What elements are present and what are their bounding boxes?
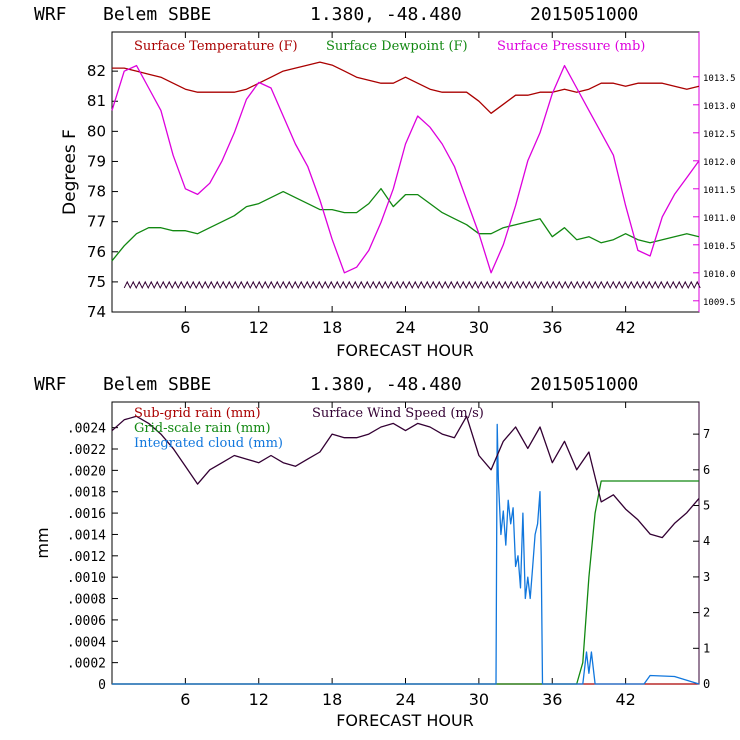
bottom-series: [111, 415, 700, 685]
coords-label: 1.380, -48.480: [310, 4, 462, 25]
y-tick-label: .0010: [67, 571, 106, 586]
y2-tick-label: 2: [703, 606, 710, 620]
y2-tick-label: 1013.0: [703, 102, 736, 112]
y-tick-label: 78: [87, 183, 106, 201]
x-tick-label: 6: [180, 318, 190, 337]
y2-tick-label: 3: [703, 570, 710, 584]
series-line-surface-wind-speed-m-s: [111, 415, 700, 539]
y2-tick-label: 1012.5: [703, 130, 736, 140]
top-plot-frame: [111, 31, 700, 313]
top-legend: Surface Temperature (F) Surface Dewpoint…: [134, 39, 645, 54]
coords-label-2: 1.380, -48.480: [310, 374, 462, 395]
y2-tick-label: 1009.5: [703, 298, 736, 308]
top-panel-header: WRF Belem SBBE 1.380, -48.480 2015051000: [34, 4, 638, 25]
y-tick-label: 77: [87, 213, 106, 231]
bottom-y2-ticks: 0 1 2 3 4 5 6 7: [693, 427, 710, 691]
bottom-x-ticks: 6 12 18 24 30 36 42: [180, 402, 636, 709]
legend-pressure: Surface Pressure (mb): [497, 39, 645, 54]
bottom-y-ticks: 0 .0002 .0004 .0006 .0008 .0010 .0012 .0014 .001…: [67, 422, 118, 693]
series-line-surface-dewpoint-f: [111, 187, 700, 262]
legend-dewpoint: Surface Dewpoint (F): [326, 39, 468, 54]
y-tick-label: .0020: [67, 464, 106, 479]
legend-cloud: Integrated cloud (mm): [134, 436, 283, 451]
y2-tick-label: 0: [703, 677, 710, 691]
x-tick-label: 30: [469, 690, 489, 709]
y-tick-label: .0004: [67, 635, 106, 650]
x-tick-label: 24: [395, 318, 415, 337]
x-tick-label: 12: [249, 318, 269, 337]
y2-tick-label: 7: [703, 427, 710, 441]
y-tick-label: 76: [87, 243, 106, 261]
x-tick-label: 6: [180, 690, 190, 709]
wind-barbs-line: [123, 280, 701, 290]
legend-subgrid-rain: Sub-grid rain (mm): [134, 406, 261, 421]
y-tick-label: .0002: [67, 657, 106, 672]
y2-tick-label: 4: [703, 534, 710, 548]
y2-tick-label: 1010.0: [703, 270, 736, 280]
legend-grid-rain: Grid-scale rain (mm): [134, 421, 271, 436]
model-label: WRF: [34, 4, 67, 25]
x-tick-label: 18: [322, 690, 342, 709]
y2-tick-label: 1010.5: [703, 242, 736, 252]
top-x-ticks: 6 12 18 24 30 36 42: [180, 32, 636, 337]
y-tick-label: .0018: [67, 486, 106, 501]
bottom-y-axis-label: mm: [33, 527, 52, 558]
y-tick-label: .0012: [67, 550, 106, 565]
bottom-panel: 6 12 18 24 30 36 42 0.0002.0004.0006.0008.0010…: [33, 401, 710, 730]
x-tick-label: 36: [542, 318, 562, 337]
bottom-legend: Sub-grid rain (mm) Grid-scale rain (mm) …: [134, 406, 484, 451]
station-label: Belem SBBE: [103, 4, 211, 25]
x-tick-label: 42: [615, 318, 635, 337]
y2-tick-label: 1013.5: [703, 74, 736, 84]
x-tick-label: 18: [322, 318, 342, 337]
x-tick-label: 36: [542, 690, 562, 709]
y-tick-label: .0006: [67, 614, 106, 629]
run-label-2: 2015051000: [530, 374, 638, 395]
x-tick-label: 30: [469, 318, 489, 337]
top-series: [111, 61, 701, 290]
x-tick-label: 42: [615, 690, 635, 709]
y-tick-label: 75: [87, 273, 106, 291]
legend-wind-speed: Surface Wind Speed (m/s): [312, 406, 484, 421]
y-tick-label: .0022: [67, 443, 106, 458]
top-x-axis-label: FORECAST HOUR: [336, 341, 474, 360]
legend-temperature: Surface Temperature (F): [134, 39, 298, 54]
y-tick-label: 0: [98, 678, 106, 693]
y2-tick-label: 1011.5: [703, 186, 736, 196]
station-label-2: Belem SBBE: [103, 374, 211, 395]
y-tick-label: 74: [87, 303, 106, 321]
bottom-panel-header: WRF Belem SBBE 1.380, -48.480 2015051000: [34, 374, 638, 395]
x-tick-label: 24: [395, 690, 415, 709]
y-tick-label: .0008: [67, 593, 106, 608]
y2-tick-label: 6: [703, 463, 710, 477]
series-line-grid-scale-rain-mm: [112, 480, 699, 685]
series-line-integrated-cloud-mm: [112, 423, 700, 685]
y2-tick-label: 1011.0: [703, 214, 736, 224]
y-tick-label: 82: [87, 62, 106, 80]
y-tick-label: .0024: [67, 422, 106, 437]
y-tick-label: .0014: [67, 528, 106, 543]
top-y-ticks: 74 75 76 77 78 79 80 81 82: [87, 62, 118, 321]
model-label-2: WRF: [34, 374, 67, 395]
y2-tick-label: 5: [703, 499, 710, 513]
y2-tick-label: 1: [703, 641, 710, 655]
y-tick-label: 79: [87, 152, 106, 170]
series-line-surface-temperature-f: [112, 61, 700, 114]
top-y-axis-label: Degrees F: [60, 129, 80, 215]
bottom-x-axis-label: FORECAST HOUR: [336, 711, 474, 730]
x-tick-label: 12: [249, 690, 269, 709]
run-label: 2015051000: [530, 4, 638, 25]
y2-tick-label: 1012.0: [703, 158, 736, 168]
y-tick-label: 80: [87, 122, 106, 140]
series-line-surface-pressure-mb: [111, 64, 700, 274]
top-y2-ticks: 1009.5 1010.0 1010.5 1011.0 1011.5 1012.0 1012…: [693, 74, 736, 308]
y-tick-label: .0016: [67, 507, 106, 522]
y-tick-label: 81: [87, 92, 106, 110]
